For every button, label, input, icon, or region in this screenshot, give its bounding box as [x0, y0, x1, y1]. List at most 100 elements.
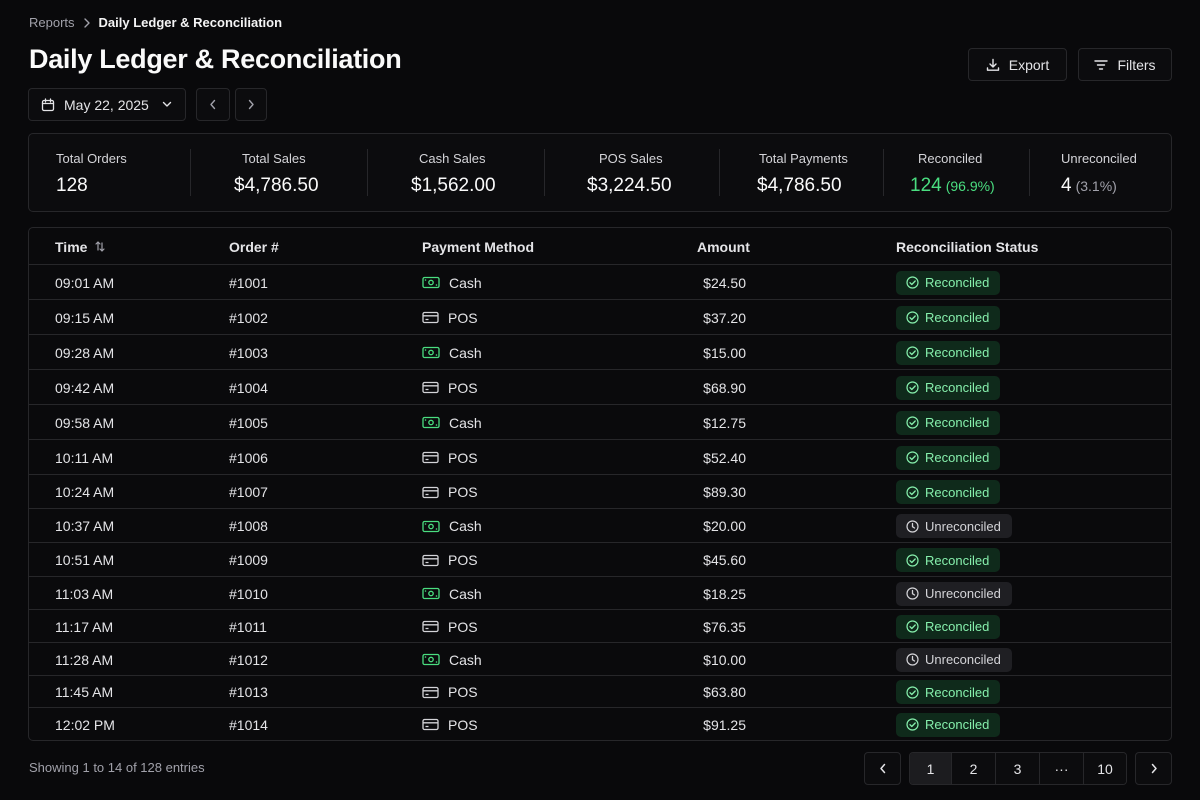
status-label: Reconciled: [925, 552, 990, 568]
column-header-amount: Amount: [697, 239, 750, 255]
check-circle-icon: [906, 381, 919, 394]
pagination-previous-button[interactable]: [864, 752, 901, 785]
order-cell: #1007: [229, 484, 268, 500]
amount-cell: $89.30: [703, 484, 746, 500]
page-10-button[interactable]: 10: [1083, 753, 1126, 784]
breadcrumb: Reports Daily Ledger & Reconciliation: [29, 14, 282, 31]
table-row[interactable]: 11:03 AM #1010 Cash $18.25 Unreconciled: [29, 577, 1171, 610]
status-badge: Unreconciled: [896, 581, 1012, 606]
previous-day-button[interactable]: [196, 88, 230, 121]
status-label: Reconciled: [925, 717, 990, 732]
amount-cell: $52.40: [703, 449, 746, 466]
chevron-down-icon: [162, 101, 172, 108]
amount-cell: $20.00: [703, 518, 746, 534]
filters-button[interactable]: Filters: [1078, 48, 1172, 81]
table-row[interactable]: 12:02 PM #1014 POS $91.25 Reconciled: [29, 708, 1171, 740]
order-cell: #1009: [229, 552, 268, 568]
credit-card-icon: [422, 311, 439, 324]
order-cell: #1008: [229, 518, 268, 534]
chevron-left-icon: [209, 99, 217, 110]
banknote-icon: [422, 587, 440, 600]
date-picker[interactable]: May 22, 2025: [28, 88, 186, 121]
status-cell: Reconciled: [896, 405, 1001, 440]
page-title: Daily Ledger & Reconciliation: [29, 44, 402, 74]
stat-value: $1,562.00: [411, 175, 496, 196]
table-row[interactable]: 10:11 AM #1006 POS $52.40 Reconciled: [29, 440, 1171, 475]
breadcrumb-current: Daily Ledger & Reconciliation: [98, 15, 283, 30]
credit-card-icon: [422, 718, 439, 731]
download-icon: [986, 58, 1000, 72]
status-cell: Reconciled: [896, 610, 1001, 643]
status-cell: Reconciled: [896, 475, 1001, 509]
credit-card-icon: [422, 451, 439, 464]
divider: [367, 149, 368, 196]
table-row[interactable]: 09:01 AM #1001 Cash $24.50 Reconciled: [29, 265, 1171, 300]
date-value: May 22, 2025: [64, 96, 149, 113]
table-row[interactable]: 10:51 AM #1009 POS $45.60 Reconciled: [29, 543, 1171, 577]
stat-label: Total Sales: [242, 151, 306, 166]
status-cell: Unreconciled: [896, 643, 1012, 676]
table-row[interactable]: 11:17 AM #1011 POS $76.35 Reconciled: [29, 610, 1171, 643]
table-row[interactable]: 09:28 AM #1003 Cash $15.00 Reconciled: [29, 335, 1171, 370]
credit-card-icon: [422, 486, 439, 499]
status-label: Reconciled: [925, 380, 990, 395]
chevron-right-icon: [83, 17, 91, 28]
check-circle-icon: [906, 685, 919, 699]
unreconciled-percent: (3.1%): [1075, 178, 1117, 194]
table-row[interactable]: 11:28 AM #1012 Cash $10.00 Unreconciled: [29, 643, 1171, 676]
payment-method-label: Cash: [449, 274, 482, 291]
amount-cell: $91.25: [703, 716, 746, 733]
table-row[interactable]: 11:45 AM #1013 POS $63.80 Reconciled: [29, 676, 1171, 708]
payment-method-cell: POS: [422, 676, 478, 708]
entries-summary: Showing 1 to 14 of 128 entries: [29, 760, 205, 775]
status-badge: Reconciled: [896, 712, 1001, 737]
status-badge: Reconciled: [896, 340, 1001, 365]
status-label: Reconciled: [925, 415, 990, 430]
banknote-icon: [422, 346, 440, 359]
status-label: Reconciled: [925, 619, 990, 634]
status-badge: Reconciled: [896, 548, 1001, 572]
amount-cell: $15.00: [703, 344, 746, 361]
check-circle-icon: [906, 485, 919, 499]
status-label: Reconciled: [925, 484, 990, 500]
order-cell: #1014: [229, 716, 268, 733]
order-cell: #1001: [229, 274, 268, 291]
page-1-button[interactable]: 1: [910, 753, 951, 784]
amount-cell: $12.75: [703, 414, 746, 431]
payment-method-label: POS: [448, 618, 478, 635]
page-3-button[interactable]: 3: [995, 753, 1039, 784]
filter-lines-icon: [1094, 59, 1109, 71]
table-row[interactable]: 09:42 AM #1004 POS $68.90 Reconciled: [29, 370, 1171, 405]
payment-method-cell: Cash: [422, 335, 482, 370]
table-row[interactable]: 10:24 AM #1007 POS $89.30 Reconciled: [29, 475, 1171, 509]
table-row[interactable]: 10:37 AM #1008 Cash $20.00 Unreconciled: [29, 509, 1171, 543]
payment-method-label: POS: [448, 484, 478, 500]
page-2-button[interactable]: 2: [951, 753, 995, 784]
time-cell: 10:24 AM: [55, 484, 115, 500]
stat-label: Total Orders: [56, 151, 127, 166]
pagination-ellipsis: ···: [1039, 753, 1083, 784]
time-cell: 11:17 AM: [55, 618, 114, 635]
pagination: 1 2 3 ··· 10: [909, 752, 1127, 785]
payment-method-label: POS: [448, 449, 478, 466]
column-header-time[interactable]: Time: [55, 239, 106, 255]
chevron-right-icon: [247, 99, 255, 110]
filters-label: Filters: [1117, 56, 1156, 73]
table-row[interactable]: 09:58 AM #1005 Cash $12.75 Reconciled: [29, 405, 1171, 440]
banknote-icon: [422, 416, 440, 429]
sort-arrows-icon[interactable]: [95, 239, 106, 255]
breadcrumb-parent-link[interactable]: Reports: [29, 15, 75, 30]
payment-method-cell: POS: [422, 543, 478, 577]
status-badge: Reconciled: [896, 614, 1001, 639]
check-circle-icon: [906, 553, 919, 567]
divider: [719, 149, 720, 196]
next-day-button[interactable]: [235, 88, 267, 121]
table-row[interactable]: 09:15 AM #1002 POS $37.20 Reconciled: [29, 300, 1171, 335]
payment-method-cell: POS: [422, 370, 478, 405]
column-label: Time: [55, 239, 88, 255]
export-button[interactable]: Export: [968, 48, 1067, 81]
pagination-next-button[interactable]: [1135, 752, 1172, 785]
status-cell: Reconciled: [896, 440, 1001, 475]
column-header-order: Order #: [229, 239, 279, 255]
status-badge: Unreconciled: [896, 514, 1012, 538]
